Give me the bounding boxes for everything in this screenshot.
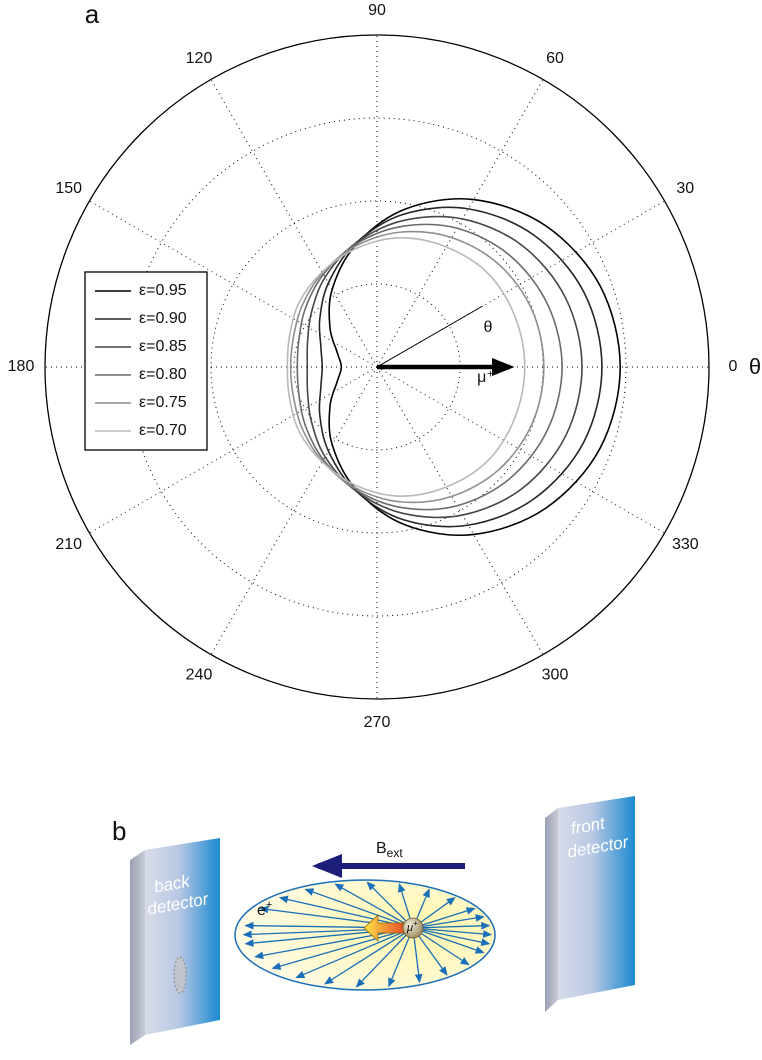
positron-label: e+ xyxy=(257,899,272,919)
series-curve xyxy=(289,230,545,504)
theta-tick-label: 270 xyxy=(364,714,391,731)
positron-ray xyxy=(412,927,485,954)
theta-axis-label: θ xyxy=(749,354,761,379)
grid-spoke xyxy=(210,366,378,655)
positron-ray xyxy=(324,927,414,985)
positron-ray xyxy=(271,927,414,970)
theta-tick-label: 90 xyxy=(368,2,386,19)
positron-ray xyxy=(388,927,414,988)
hit-spot xyxy=(173,956,187,994)
panel-label: b xyxy=(112,816,126,846)
outer-circle xyxy=(44,34,710,700)
emission-ellipse xyxy=(234,879,496,991)
panel-label: a xyxy=(85,0,100,29)
series-curve xyxy=(296,223,563,511)
back-detector xyxy=(145,838,220,1035)
positron-ray xyxy=(366,881,414,929)
legend-label: ε=0.95 xyxy=(139,282,187,299)
positron-ray xyxy=(304,888,414,929)
grid-spoke xyxy=(89,366,378,534)
legend-label: ε=0.90 xyxy=(139,310,187,327)
positron-ray xyxy=(355,927,414,988)
grid-spoke xyxy=(376,79,544,368)
polar-chart: 0 30 60 90 120 150 180 210 240 270 300 330 θ a θ μ⁺ ε=0.… xyxy=(8,0,761,731)
positron-ray xyxy=(412,927,470,966)
series-curve xyxy=(328,197,621,537)
series-curve xyxy=(306,215,583,519)
grid-spoke xyxy=(376,366,544,655)
legend-label: ε=0.70 xyxy=(139,422,187,439)
positron-ray xyxy=(412,921,491,930)
theta-tick-label: 300 xyxy=(542,667,569,684)
theta-tick-label: 0 xyxy=(729,358,738,375)
theta-tick-label: 120 xyxy=(186,50,213,67)
theta-tick-label: 330 xyxy=(672,536,699,553)
grid-ring xyxy=(127,117,627,617)
positron-ray xyxy=(412,914,485,929)
theta-tick-label: 150 xyxy=(55,180,82,197)
diagram: b Bext back detector front detector e+ μ… xyxy=(112,796,635,1045)
muon xyxy=(402,917,424,939)
positron-ray xyxy=(412,927,491,946)
positron-ray xyxy=(412,907,476,929)
legend-label: ε=0.80 xyxy=(139,366,187,383)
legend-label: ε=0.75 xyxy=(139,394,187,411)
series-curve xyxy=(286,237,526,497)
theta-tick-label: 30 xyxy=(676,180,694,197)
annotation: θ xyxy=(484,319,493,336)
positron-ray xyxy=(412,927,493,938)
grid-spoke xyxy=(210,79,378,368)
theta-tick-label: 240 xyxy=(186,667,213,684)
legend-label: ε=0.85 xyxy=(139,338,187,355)
field-label: Bext xyxy=(376,840,403,860)
positron-ray xyxy=(334,883,414,929)
theta-tick-label: 210 xyxy=(55,536,82,553)
theta-tick-label: 60 xyxy=(546,50,564,67)
positron-ray xyxy=(295,927,414,979)
muon-label: μ+ xyxy=(406,919,418,934)
theta-tick-label: 180 xyxy=(8,358,35,375)
detector-side xyxy=(130,850,145,1045)
front-detector xyxy=(558,796,635,1000)
annotation: μ⁺ xyxy=(477,369,495,386)
legend-box xyxy=(84,271,208,451)
angle-ray xyxy=(376,305,483,368)
series-curve xyxy=(318,206,603,528)
grid-spoke xyxy=(89,200,378,368)
detector-side xyxy=(545,808,558,1012)
grid-spoke xyxy=(376,366,665,534)
